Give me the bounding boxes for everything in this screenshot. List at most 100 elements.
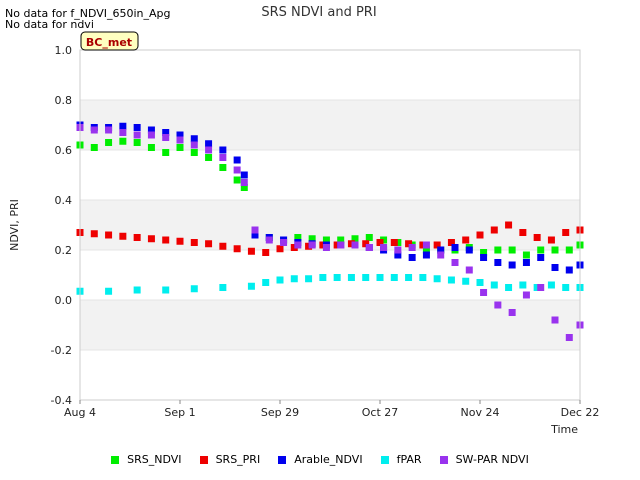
point-sw-par-ndvi bbox=[565, 334, 573, 341]
point-arable-ndvi bbox=[422, 251, 430, 259]
point-srs-pri bbox=[419, 241, 427, 249]
point-srs-ndvi bbox=[90, 144, 98, 151]
point-sw-par-ndvi bbox=[508, 309, 516, 316]
point-arable-ndvi bbox=[394, 251, 402, 259]
point-srs-ndvi bbox=[308, 235, 316, 243]
x-tick-label: Sep 1 bbox=[164, 406, 195, 419]
point-fpar bbox=[462, 277, 470, 285]
point-fpar bbox=[447, 276, 455, 284]
grid-band bbox=[80, 300, 580, 350]
point-srs-ndvi bbox=[537, 246, 545, 254]
point-srs-ndvi bbox=[522, 251, 530, 259]
point-srs-ndvi bbox=[394, 239, 402, 246]
point-sw-par-ndvi bbox=[537, 284, 545, 291]
point-sw-par-ndvi bbox=[465, 266, 473, 274]
point-arable-ndvi bbox=[190, 135, 198, 143]
point-arable-ndvi bbox=[162, 129, 170, 136]
no-data-note-1: No data for f_NDVI_650in_Apg bbox=[5, 7, 171, 20]
point-srs-pri bbox=[390, 239, 398, 246]
point-arable-ndvi bbox=[437, 246, 445, 254]
legend-swatch bbox=[439, 455, 448, 464]
point-srs-pri bbox=[147, 235, 155, 243]
point-srs-ndvi bbox=[190, 149, 198, 156]
point-sw-par-ndvi bbox=[308, 241, 316, 249]
y-tick-label: 0.8 bbox=[55, 94, 73, 107]
point-sw-par-ndvi bbox=[205, 146, 213, 154]
point-srs-ndvi bbox=[480, 249, 488, 256]
point-srs-pri bbox=[562, 229, 570, 236]
point-srs-ndvi bbox=[147, 144, 155, 151]
point-sw-par-ndvi bbox=[162, 134, 170, 141]
point-fpar bbox=[162, 286, 170, 294]
point-fpar bbox=[476, 279, 484, 286]
legend-label: fPAR bbox=[396, 453, 422, 466]
point-fpar bbox=[190, 285, 198, 293]
point-sw-par-ndvi bbox=[451, 259, 459, 266]
point-arable-ndvi bbox=[233, 156, 241, 164]
point-srs-ndvi bbox=[337, 236, 345, 244]
point-srs-pri bbox=[547, 236, 555, 244]
point-srs-pri bbox=[447, 239, 455, 246]
x-tick-label: Dec 22 bbox=[561, 406, 600, 419]
point-srs-ndvi bbox=[162, 149, 170, 156]
point-srs-pri bbox=[376, 239, 384, 246]
grid-band bbox=[80, 350, 580, 400]
legend-swatch bbox=[111, 455, 120, 464]
point-sw-par-ndvi bbox=[365, 244, 373, 251]
point-srs-pri bbox=[205, 240, 213, 248]
point-sw-par-ndvi bbox=[380, 244, 388, 251]
point-srs-pri bbox=[462, 236, 470, 244]
point-sw-par-ndvi bbox=[294, 241, 302, 249]
point-fpar bbox=[405, 274, 413, 281]
point-fpar bbox=[305, 275, 313, 283]
grid-band bbox=[80, 200, 580, 250]
point-fpar bbox=[562, 284, 570, 291]
legend-label: SRS_PRI bbox=[215, 453, 261, 466]
point-srs-pri bbox=[290, 244, 298, 251]
point-sw-par-ndvi bbox=[119, 129, 127, 136]
legend: SRS_NDVI SRS_PRI Arable_NDVI fPAR SW-PAR… bbox=[0, 453, 640, 466]
point-srs-pri bbox=[347, 240, 355, 248]
point-sw-par-ndvi bbox=[394, 246, 402, 254]
point-sw-par-ndvi bbox=[437, 251, 445, 259]
y-tick-label: -0.4 bbox=[51, 394, 72, 407]
point-arable-ndvi bbox=[251, 231, 259, 239]
point-arable-ndvi bbox=[408, 254, 416, 261]
point-arable-ndvi bbox=[522, 259, 530, 266]
x-tick-label: Sep 29 bbox=[261, 406, 299, 419]
point-srs-pri bbox=[90, 230, 98, 238]
point-arable-ndvi bbox=[508, 261, 516, 269]
y-axis-ticks: -0.4 -0.2 0.0 0.2 0.4 0.6 0.8 1.0 bbox=[51, 44, 72, 407]
point-sw-par-ndvi bbox=[422, 241, 430, 249]
point-srs-pri bbox=[219, 242, 227, 250]
y-tick-label: 1.0 bbox=[55, 44, 73, 57]
point-srs-pri bbox=[133, 234, 141, 241]
point-sw-par-ndvi bbox=[251, 226, 259, 234]
point-srs-pri bbox=[119, 232, 127, 240]
legend-item-fpar: fPAR bbox=[380, 453, 422, 466]
point-arable-ndvi bbox=[451, 244, 459, 251]
point-fpar bbox=[505, 284, 513, 291]
point-arable-ndvi bbox=[176, 131, 184, 139]
grid-band bbox=[80, 50, 580, 100]
point-fpar bbox=[390, 274, 398, 281]
y-tick-label: 0.0 bbox=[55, 294, 73, 307]
point-sw-par-ndvi bbox=[522, 291, 530, 299]
grid-band bbox=[80, 150, 580, 200]
point-arable-ndvi bbox=[119, 122, 127, 130]
point-fpar bbox=[247, 282, 255, 290]
point-srs-ndvi bbox=[119, 137, 127, 145]
site-badge: BC_met bbox=[80, 31, 139, 51]
point-sw-par-ndvi bbox=[480, 289, 488, 296]
plot-frame bbox=[79, 49, 581, 401]
point-arable-ndvi bbox=[205, 140, 213, 148]
point-arable-ndvi bbox=[494, 259, 502, 266]
point-arable-ndvi bbox=[551, 264, 559, 271]
point-sw-par-ndvi bbox=[147, 131, 155, 139]
point-sw-par-ndvi bbox=[265, 236, 273, 244]
point-sw-par-ndvi bbox=[190, 141, 198, 149]
y-tick-label: 0.6 bbox=[55, 144, 73, 157]
point-srs-pri bbox=[176, 237, 184, 245]
grid-band bbox=[80, 100, 580, 150]
